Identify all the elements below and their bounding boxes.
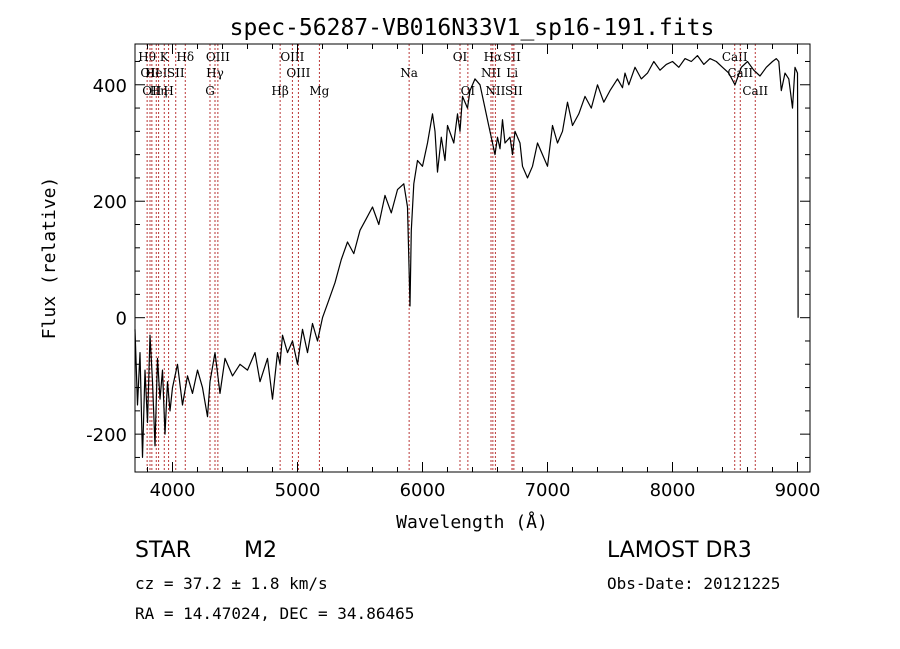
x-tick-label-4: 8000	[650, 480, 696, 501]
marker-label-15: Mg	[309, 84, 329, 98]
marker-label-12: Hβ	[271, 84, 288, 98]
marker-label-21: NII	[485, 84, 505, 98]
marker-label-25: CaII	[722, 50, 748, 64]
marker-label-27: CaII	[742, 84, 768, 98]
obs-date: Obs-Date: 20121225	[607, 574, 781, 593]
marker-label-9: G	[205, 84, 215, 98]
x-tick-label-5: 9000	[775, 480, 821, 501]
x-tick-label-2: 6000	[400, 480, 446, 501]
marker-label-10: Hγ	[206, 66, 224, 80]
marker-label-4: Hη	[150, 84, 168, 98]
marker-label-23: Li	[506, 66, 518, 80]
marker-label-3: HeI	[145, 66, 168, 80]
y-tick-label-2: 200	[93, 192, 127, 213]
x-tick-label-3: 7000	[525, 480, 571, 501]
line-markers: HθOIIOIIHeIHηKHSIIHδGHγOIIIHβOIIIOIIIMgN…	[138, 44, 768, 472]
marker-label-5: K	[160, 50, 170, 64]
redshift-cz: cz = 37.2 ± 1.8 km/s	[135, 574, 328, 593]
y-tick-label-1: 0	[116, 309, 127, 330]
marker-label-11: OIII	[206, 50, 230, 64]
marker-label-1: OII	[140, 66, 160, 80]
x-axis-label: Wavelength (Å)	[396, 511, 548, 533]
y-tick-label-0: -200	[86, 425, 127, 446]
marker-label-0: Hθ	[138, 50, 156, 64]
x-tick-label-1: 5000	[275, 480, 321, 501]
marker-label-14: OIII	[286, 66, 310, 80]
marker-label-26: CaII	[727, 66, 753, 80]
chart-title: spec-56287-VB016N33V1_sp16-191.fits	[230, 15, 715, 41]
marker-label-24: SII	[505, 84, 523, 98]
marker-label-8: Hδ	[176, 50, 194, 64]
ra-dec: RA = 14.47024, DEC = 34.86465	[135, 604, 415, 623]
marker-label-17: OI	[453, 50, 468, 64]
spectrum-series	[134, 54, 799, 458]
marker-label-19: NII	[481, 66, 501, 80]
survey-name: LAMOST DR3	[607, 538, 752, 563]
marker-label-13: OIII	[280, 50, 304, 64]
marker-label-7: SII	[167, 66, 185, 80]
series-line-flux	[134, 54, 799, 458]
marker-label-6: H	[163, 84, 173, 98]
x-tick-label-0: 4000	[150, 480, 196, 501]
object-subclass: M2	[244, 538, 277, 563]
marker-label-16: Na	[400, 66, 418, 80]
plot-frame	[134, 43, 811, 473]
marker-label-20: Hα	[484, 50, 503, 64]
y-axis-label: Flux (relative)	[39, 177, 60, 340]
axis-ticks: 4000 5000 6000 7000 8000 9000 -200 0 200 400	[86, 44, 820, 501]
object-class: STAR	[135, 538, 192, 563]
marker-label-2: OII	[142, 84, 162, 98]
y-tick-label-3: 400	[93, 76, 127, 97]
